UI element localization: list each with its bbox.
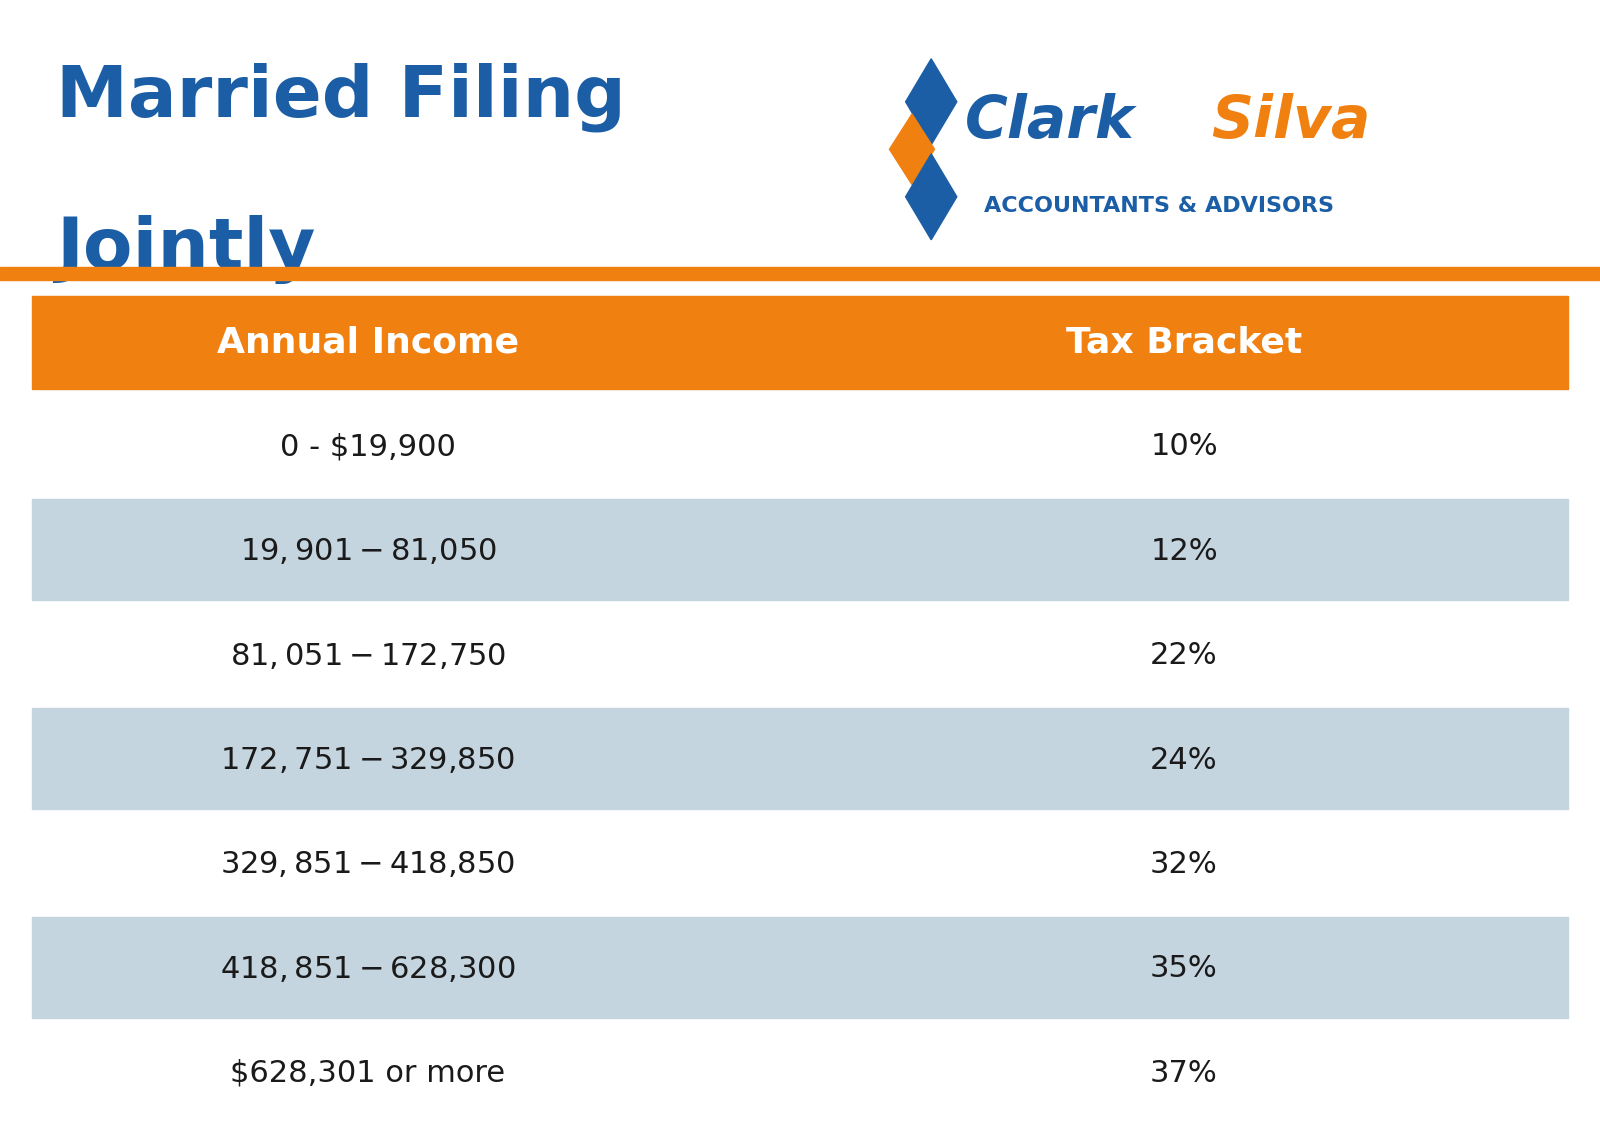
Text: Tax Bracket: Tax Bracket bbox=[1066, 326, 1302, 360]
Text: 22%: 22% bbox=[1150, 641, 1218, 671]
Bar bbox=[32, 1021, 1568, 1122]
Text: $19,901 - $81,050: $19,901 - $81,050 bbox=[240, 536, 496, 567]
Text: 12%: 12% bbox=[1150, 537, 1218, 566]
Text: $81,051 - $172,750: $81,051 - $172,750 bbox=[230, 640, 506, 671]
Text: $172,751 - $329,850: $172,751 - $329,850 bbox=[221, 745, 515, 775]
Bar bbox=[32, 296, 1568, 389]
Bar bbox=[32, 499, 1568, 601]
Text: Married Filing: Married Filing bbox=[56, 62, 626, 131]
Text: Annual Income: Annual Income bbox=[218, 326, 518, 360]
Text: 24%: 24% bbox=[1150, 745, 1218, 775]
Text: 35%: 35% bbox=[1150, 955, 1218, 983]
Text: $329,851 - $418,850: $329,851 - $418,850 bbox=[221, 849, 515, 880]
Bar bbox=[32, 708, 1568, 809]
Polygon shape bbox=[906, 59, 957, 145]
Text: 32%: 32% bbox=[1150, 849, 1218, 879]
Bar bbox=[32, 916, 1568, 1018]
Polygon shape bbox=[906, 154, 957, 240]
Text: 10%: 10% bbox=[1150, 432, 1218, 461]
Text: ACCOUNTANTS & ADVISORS: ACCOUNTANTS & ADVISORS bbox=[984, 196, 1334, 216]
Polygon shape bbox=[890, 114, 934, 184]
Bar bbox=[32, 604, 1568, 705]
Bar bbox=[0, 267, 1600, 280]
Bar bbox=[32, 812, 1568, 913]
Text: Jointly: Jointly bbox=[56, 215, 315, 284]
Text: 0 - $19,900: 0 - $19,900 bbox=[280, 432, 456, 461]
Text: $628,301 or more: $628,301 or more bbox=[230, 1059, 506, 1088]
Text: $418,851 - $628,300: $418,851 - $628,300 bbox=[221, 953, 515, 984]
Text: Clark: Clark bbox=[965, 93, 1134, 149]
Text: 37%: 37% bbox=[1150, 1059, 1218, 1088]
Text: Silva: Silva bbox=[1211, 93, 1371, 149]
Bar bbox=[32, 395, 1568, 495]
